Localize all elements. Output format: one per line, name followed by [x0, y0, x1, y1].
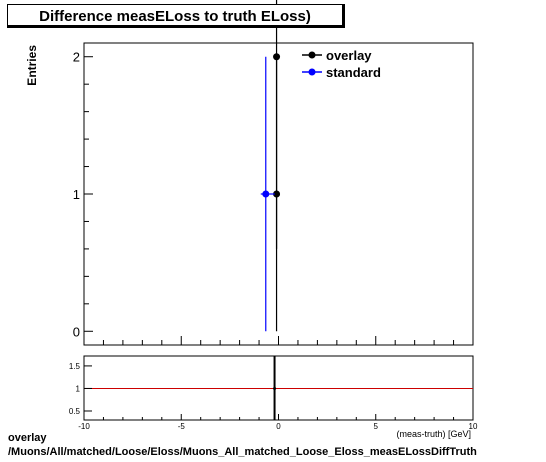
ratio-y-tick-label: 0.5 — [69, 407, 81, 416]
ratio-x-tick-label: 0 — [276, 422, 281, 431]
y-tick-label: 0 — [73, 324, 80, 339]
legend-swatch-marker — [308, 51, 316, 59]
main-plot: 0 1 2 Entries overlay standard — [25, 0, 474, 346]
footer-label: overlay — [8, 432, 47, 444]
ratio-x-tick-label: -10 — [78, 422, 90, 431]
ratio-point — [273, 386, 277, 390]
legend-swatch-marker — [308, 68, 316, 76]
ratio-x-tick-label: 5 — [374, 422, 379, 431]
chart-title-box: Difference measELoss to truth ELoss) — [7, 4, 345, 28]
chart-title: Difference measELoss to truth ELoss) — [39, 8, 311, 25]
ratio-y-tick-label: 1.5 — [69, 362, 81, 371]
y-tick-label: 1 — [73, 187, 80, 202]
overlay-point — [273, 190, 281, 198]
x-axis-title: (meas-truth) [GeV] — [396, 429, 471, 439]
y-axis-title: Entries — [25, 45, 39, 86]
footer-path: /Muons/All/matched/Loose/Eloss/Muons_All… — [8, 446, 477, 458]
ratio-plot: 0.5 1 1.5 -10 -5 0 5 10(meas-truth) [GeV] — [69, 355, 478, 439]
ratio-x-tick-label: -5 — [178, 422, 186, 431]
legend-label: overlay — [326, 48, 372, 63]
ratio-x-tick-label: 10 — [469, 422, 478, 431]
legend-label: standard — [326, 65, 381, 80]
ratio-y-tick-label: 1 — [76, 384, 81, 393]
y-tick-label: 2 — [73, 50, 80, 65]
